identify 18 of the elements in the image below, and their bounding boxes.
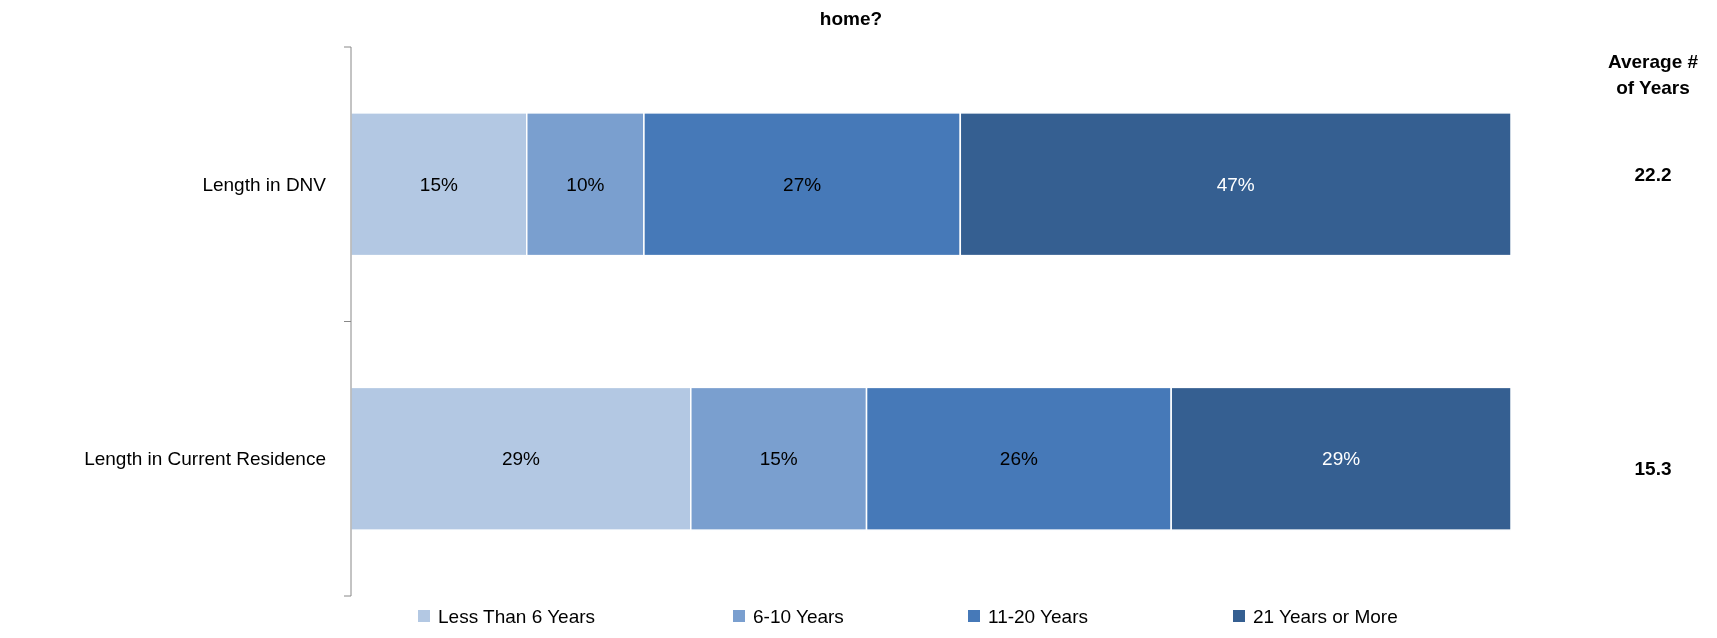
data-label: 29% bbox=[1322, 448, 1361, 470]
legend-label: 6-10 Years bbox=[753, 605, 844, 627]
data-label: 15% bbox=[759, 448, 798, 470]
data-label: 26% bbox=[999, 448, 1038, 470]
legend-label: 11-20 Years bbox=[988, 605, 1089, 627]
text: Average # of Years bbox=[1607, 51, 1699, 98]
data-label: 47% bbox=[1216, 173, 1255, 195]
data-label: 10% bbox=[566, 173, 605, 195]
text: 22.2 bbox=[1634, 163, 1672, 185]
y-tick-label: Length in Current Residence bbox=[84, 448, 326, 470]
legend-label: 21 Years or More bbox=[1253, 605, 1398, 627]
data-label: 29% bbox=[501, 448, 541, 470]
y-tick-label: Length in DNV bbox=[202, 173, 327, 195]
legend-label: Less Than 6 Years bbox=[438, 605, 596, 627]
chart-title: home? bbox=[819, 7, 883, 29]
data-label: 27% bbox=[783, 173, 822, 195]
text: 15.3 bbox=[1634, 458, 1672, 480]
data-label: 15% bbox=[419, 173, 458, 195]
